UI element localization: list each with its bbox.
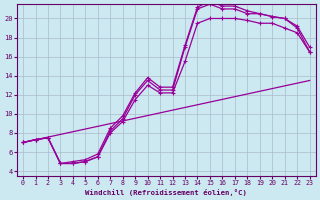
X-axis label: Windchill (Refroidissement éolien,°C): Windchill (Refroidissement éolien,°C) — [85, 189, 247, 196]
